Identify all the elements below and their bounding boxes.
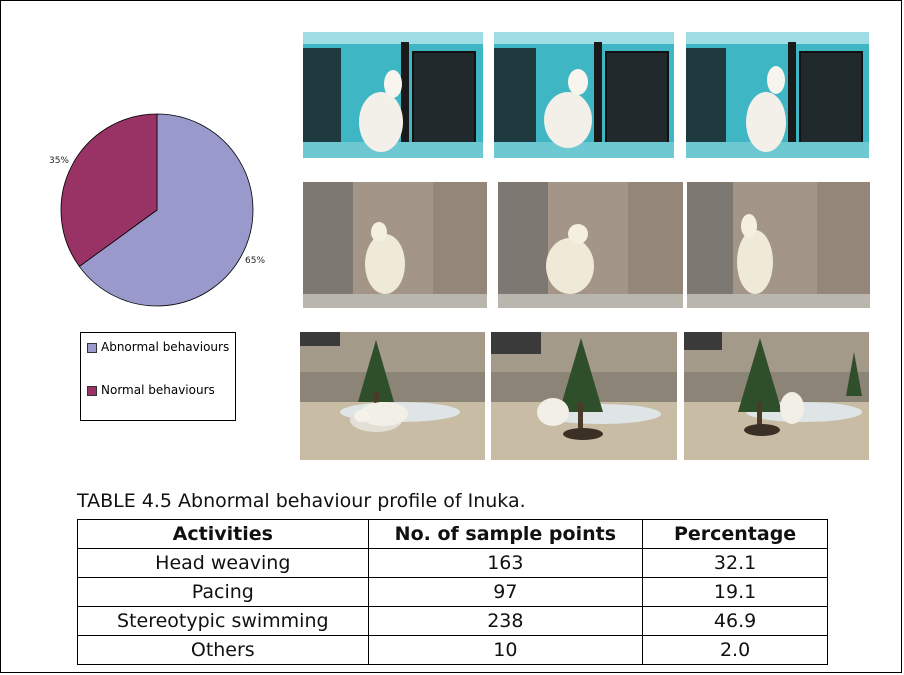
- table-title: TABLE 4.5 Abnormal behaviour profile of …: [77, 490, 526, 512]
- photo-outdoor-2: [491, 332, 677, 460]
- header-activities: Activities: [77, 519, 369, 549]
- cell-activity: Pacing: [77, 577, 369, 607]
- cell-points: 163: [367, 548, 644, 578]
- cell-percentage: 46.9: [642, 606, 828, 636]
- photo-indoor-1: [303, 32, 483, 158]
- photo-indoor-3: [686, 32, 869, 158]
- photo-rock-3: [687, 182, 870, 308]
- table-row: Pacing 97 19.1: [77, 577, 828, 607]
- pie-label-normal: 35%: [49, 156, 69, 166]
- header-percentage: Percentage: [642, 519, 828, 549]
- photo-rock-2: [498, 182, 683, 308]
- cell-activity: Head weaving: [77, 548, 369, 578]
- pie-chart: 65% 35%: [49, 113, 265, 307]
- cell-percentage: 19.1: [642, 577, 828, 607]
- legend-label-normal: Normal behaviours: [101, 383, 215, 397]
- pie-slice-normal: [60, 113, 158, 267]
- cell-points: 238: [367, 606, 644, 636]
- photo-rock-1: [303, 182, 487, 308]
- cell-percentage: 32.1: [642, 548, 828, 578]
- cell-points: 10: [367, 635, 644, 665]
- cell-points: 97: [367, 577, 644, 607]
- table-row: Stereotypic swimming 238 46.9: [77, 606, 828, 636]
- table-row: Others 10 2.0: [77, 635, 828, 665]
- cell-activity: Stereotypic swimming: [77, 606, 369, 636]
- pie-slice-abnormal: [78, 113, 254, 307]
- legend-swatch-abnormal: [87, 343, 97, 353]
- table-row: Head weaving 163 32.1: [77, 548, 828, 578]
- legend-item-abnormal: Abnormal behaviours: [87, 339, 231, 356]
- photo-outdoor-3: [684, 332, 869, 460]
- cell-percentage: 2.0: [642, 635, 828, 665]
- behaviour-table: Activities No. of sample points Percenta…: [77, 519, 828, 665]
- header-sample-points: No. of sample points: [367, 519, 644, 549]
- chart-legend: Abnormal behaviours Normal behaviours: [80, 332, 236, 421]
- photo-indoor-2: [494, 32, 674, 158]
- table-header-row: Activities No. of sample points Percenta…: [77, 519, 828, 549]
- cell-activity: Others: [77, 635, 369, 665]
- pie-label-abnormal: 65%: [245, 256, 265, 266]
- photo-outdoor-1: [300, 332, 485, 460]
- legend-item-normal: Normal behaviours: [87, 382, 231, 399]
- legend-swatch-normal: [87, 386, 97, 396]
- legend-label-abnormal: Abnormal behaviours: [101, 340, 230, 354]
